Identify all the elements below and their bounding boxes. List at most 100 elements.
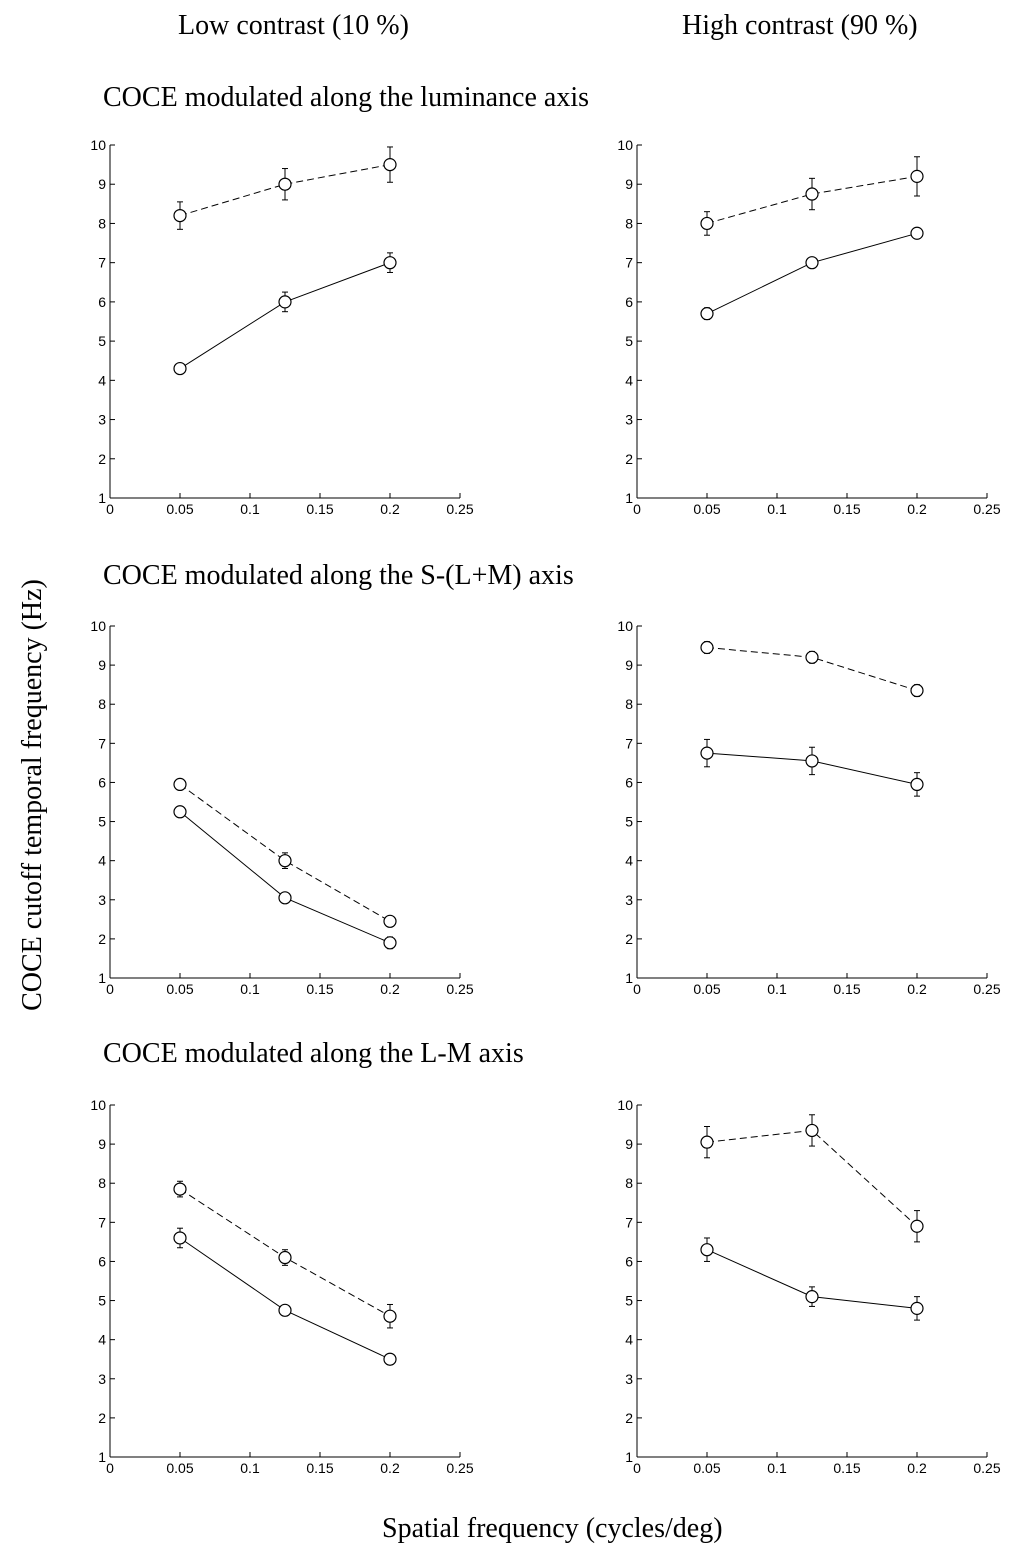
y-tick-label: 8 [625, 1175, 633, 1191]
series-line-dashed [179, 164, 391, 217]
y-tick-label: 3 [625, 412, 633, 428]
y-tick-label: 8 [98, 1175, 106, 1191]
y-tick-label: 1 [625, 970, 633, 986]
y-tick-label: 9 [625, 176, 633, 192]
data-point-marker [278, 295, 292, 309]
x-tick-label: 0.25 [446, 501, 473, 517]
x-tick-label: 0.05 [166, 1460, 193, 1476]
y-tick-label: 4 [625, 1332, 633, 1348]
x-tick-label: 0.2 [380, 1460, 400, 1476]
y-tick-label: 5 [98, 814, 106, 830]
y-tick-label: 1 [98, 1449, 106, 1465]
y-tick-label: 6 [98, 1253, 106, 1269]
header-low-contrast: Low contrast (10 %) [178, 10, 409, 41]
y-tick-label: 9 [625, 1136, 633, 1152]
data-point-marker [700, 307, 714, 321]
y-tick-label: 2 [98, 451, 106, 467]
series-line-solid [179, 262, 391, 370]
x-tick-label: 0 [106, 981, 114, 997]
x-tick-label: 0.1 [767, 1460, 787, 1476]
x-tick-label: 0.15 [306, 501, 333, 517]
y-tick-label: 6 [98, 774, 106, 790]
series-line-solid [179, 811, 391, 944]
data-point-marker [278, 854, 292, 868]
x-tick-label: 0.25 [973, 1460, 1000, 1476]
header-high-contrast: High contrast (90 %) [682, 10, 918, 41]
data-point-marker [173, 777, 187, 792]
y-tick-label: 4 [98, 1332, 106, 1348]
data-point-marker [383, 914, 397, 928]
x-tick-label: 0.15 [833, 1460, 860, 1476]
y-tick-label: 3 [625, 1371, 633, 1387]
x-tick-label: 0.25 [446, 1460, 473, 1476]
x-tick-label: 0.25 [446, 981, 473, 997]
y-tick-label: 4 [98, 853, 106, 869]
y-tick-label: 6 [625, 294, 633, 310]
y-tick-label: 9 [98, 1136, 106, 1152]
x-tick-label: 0.25 [973, 981, 1000, 997]
x-tick-label: 0.05 [693, 1460, 720, 1476]
x-tick-label: 0.15 [833, 981, 860, 997]
data-point-marker [173, 805, 187, 819]
y-tick-label: 6 [625, 1253, 633, 1269]
y-tick-label: 2 [98, 931, 106, 947]
chart-panel-1: 0 0.05 0.1 0.15 0.2 0.25 1 2 3 4 5 6 7 8 9 10 [90, 137, 473, 517]
x-tick-label: 0.25 [973, 501, 1000, 517]
y-tick-label: 7 [98, 1214, 106, 1230]
x-tick-label: 0.05 [693, 981, 720, 997]
y-tick-label: 4 [625, 372, 633, 388]
row-title-l-m: COCE modulated along the L-M axis [103, 1038, 524, 1069]
y-tick-label: 10 [617, 137, 633, 153]
x-tick-label: 0.15 [306, 981, 333, 997]
series-line-dashed [706, 175, 918, 224]
data-point-marker [910, 777, 924, 792]
y-tick-label: 9 [98, 176, 106, 192]
y-tick-label: 3 [98, 1371, 106, 1387]
y-tick-label: 5 [625, 1293, 633, 1309]
data-point-marker [805, 256, 819, 270]
data-point-marker [278, 177, 292, 191]
data-point-marker [173, 1182, 187, 1196]
data-point-marker [383, 158, 397, 172]
data-point-marker [278, 1250, 292, 1265]
y-tick-label: 5 [98, 1293, 106, 1309]
data-point-marker [910, 169, 924, 183]
row-title-s-lm: COCE modulated along the S-(L+M) axis [103, 560, 574, 591]
data-point-marker [910, 1301, 924, 1315]
y-tick-label: 2 [98, 1410, 106, 1426]
x-tick-label: 0.2 [907, 1460, 927, 1476]
data-point-marker [383, 1309, 397, 1323]
x-tick-label: 0 [106, 501, 114, 517]
data-point-marker [700, 746, 714, 760]
x-tick-label: 0.2 [907, 501, 927, 517]
x-tick-label: 0.15 [833, 501, 860, 517]
y-tick-label: 6 [98, 294, 106, 310]
data-point-marker [700, 1243, 714, 1257]
x-tick-label: 0.2 [380, 981, 400, 997]
y-tick-label: 3 [98, 892, 106, 908]
y-tick-label: 2 [625, 931, 633, 947]
data-point-marker [805, 754, 819, 768]
x-axis-label: Spatial frequency (cycles/deg) [382, 1513, 723, 1544]
series-line-dashed [179, 783, 391, 922]
data-point-marker [700, 640, 714, 655]
x-tick-label: 0.1 [767, 981, 787, 997]
x-tick-label: 0.05 [166, 501, 193, 517]
y-tick-label: 5 [625, 814, 633, 830]
x-tick-label: 0.1 [240, 501, 260, 517]
y-tick-label: 5 [625, 333, 633, 349]
x-tick-label: 0.05 [693, 501, 720, 517]
y-tick-label: 5 [98, 333, 106, 349]
y-tick-label: 7 [98, 255, 106, 271]
y-tick-label: 3 [98, 412, 106, 428]
y-tick-label: 9 [98, 657, 106, 673]
data-point-marker [278, 891, 292, 905]
chart-panel-5: 0 0.05 0.1 0.15 0.2 0.25 1 2 3 4 5 6 7 8 9 10 [90, 1097, 473, 1476]
x-tick-label: 0.1 [240, 981, 260, 997]
x-tick-label: 0 [633, 501, 641, 517]
y-tick-label: 1 [625, 1449, 633, 1465]
y-tick-label: 2 [625, 1410, 633, 1426]
y-tick-label: 4 [625, 853, 633, 869]
x-tick-label: 0 [633, 981, 641, 997]
data-point-marker [910, 683, 924, 698]
